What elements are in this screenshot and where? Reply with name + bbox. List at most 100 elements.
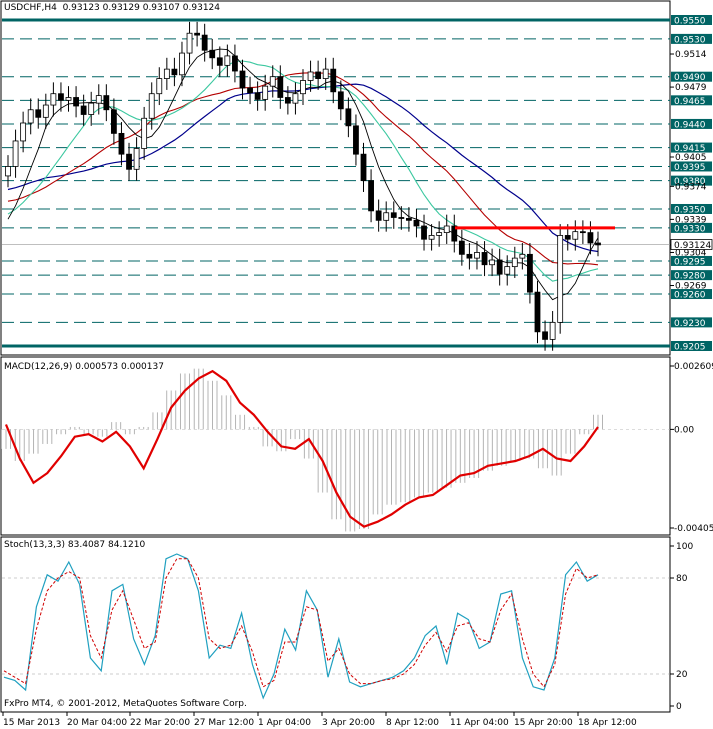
candle-body [95, 95, 102, 104]
candle-body [50, 93, 57, 106]
candle-body [133, 148, 140, 170]
candle-body [534, 291, 541, 333]
stoch-axis-label: 80 [676, 574, 688, 584]
candle-body [579, 231, 586, 234]
candle-body [179, 52, 185, 76]
price-label-badge [671, 15, 712, 25]
stochastic-panel: 100 80 20 0 [0, 536, 693, 713]
time-label: 27 Mar 12:00 [194, 718, 254, 728]
time-label: 22 Mar 20:00 [130, 718, 190, 728]
price-label: 0.9295 [674, 257, 706, 267]
candle-body [489, 259, 496, 266]
price-label: 0.9530 [674, 35, 706, 45]
stoch-axis-label: 0 [676, 702, 682, 712]
candle-body [141, 117, 148, 149]
candle-body [27, 109, 34, 124]
price-label-badge [671, 118, 712, 129]
panel-frame [0, 356, 671, 536]
candle-body [35, 109, 42, 118]
candle-body [557, 235, 564, 323]
price-label-badge [671, 71, 712, 82]
macd-axis-label: 0.002609 [674, 362, 713, 372]
macd-signal-line [4, 369, 599, 528]
candle-body [88, 102, 95, 115]
candle-body [405, 218, 412, 221]
candle-body [58, 93, 64, 101]
candle-body [527, 253, 533, 293]
stoch-axis-label: 100 [676, 542, 693, 552]
time-label: 15 Apr 20:00 [514, 718, 573, 728]
price-label: 0.9550 [674, 17, 706, 27]
candle-body [20, 122, 27, 142]
candle-body [247, 87, 253, 94]
price-label: 0.9350 [674, 205, 706, 215]
candle-body [353, 125, 359, 155]
candle-body [481, 252, 488, 266]
macd-axis-label: 0.00 [674, 425, 694, 435]
candle-body [65, 97, 72, 101]
candle-body [413, 219, 420, 227]
time-label: 11 Apr 04:00 [450, 718, 509, 728]
candle-body [156, 78, 163, 95]
candle-body [5, 166, 11, 177]
current-price-label: 0.93124 [674, 241, 711, 251]
price-label: 0.9304 [675, 248, 707, 258]
candle-body [201, 34, 208, 51]
price-label-badge [671, 222, 712, 233]
candle-body [232, 55, 238, 72]
stoch-d-line [3, 558, 599, 688]
macd-axis-label: -0.004059 [674, 524, 713, 534]
candle-body [451, 225, 458, 242]
price-label: 0.9260 [674, 291, 706, 301]
price-label-badge [671, 317, 712, 328]
price-label: 0.9330 [674, 224, 706, 234]
candle-body [254, 92, 261, 100]
candle-body [73, 97, 79, 107]
candle-body [171, 68, 178, 76]
candle-body [549, 321, 556, 340]
price-label-badge [671, 289, 712, 300]
symbol-title: USDCHF,H4 [4, 3, 57, 13]
candle-body [110, 109, 117, 134]
candle-body [322, 68, 329, 79]
candle-body [284, 97, 291, 104]
ohlc-values: 0.93123 0.93129 0.93107 0.93124 [62, 3, 221, 13]
macd-title: MACD(12,26,9) 0.000573 0.000137 [4, 362, 164, 372]
candle-body [330, 68, 337, 93]
time-label: 8 Apr 12:00 [386, 718, 439, 728]
price-label-badge [671, 203, 712, 214]
candle-body [315, 71, 322, 79]
candle-body [12, 140, 19, 167]
candle-body [292, 93, 299, 104]
time-label: 18 Apr 12:00 [578, 718, 637, 728]
price-label: 0.9280 [674, 272, 706, 282]
candle-body [239, 70, 246, 89]
price-label: 0.9339 [675, 215, 707, 225]
candle-body [390, 212, 397, 218]
macd-panel: 0.002609 0.00 -0.004059 [0, 356, 713, 536]
time-axis: 15 Mar 2013 20 Mar 04:00 22 Mar 20:00 27 Ma… [2, 712, 637, 728]
candle-body [300, 80, 306, 95]
price-label: 0.9205 [674, 343, 706, 353]
candle-body [436, 232, 443, 236]
candle-body [163, 68, 170, 79]
candle-body [118, 132, 125, 155]
price-label: 0.9269 [675, 282, 707, 292]
price-label-badge [671, 161, 712, 172]
candle-body [564, 235, 571, 240]
candle-body [572, 231, 579, 240]
candle-body [42, 104, 49, 118]
candle-body [209, 49, 216, 59]
panel-frame [0, 0, 671, 356]
price-label: 0.9465 [674, 97, 706, 107]
price-label-badge [671, 95, 712, 106]
price-label: 0.9440 [674, 120, 706, 130]
panel-frame [0, 536, 671, 713]
candle-body [511, 257, 518, 268]
price-label-badge [671, 33, 712, 44]
candle-body [307, 71, 314, 81]
candle-body [428, 235, 435, 240]
copyright-footer: FxPro MT4, © 2001-2012, MetaQuotes Softw… [4, 699, 247, 709]
